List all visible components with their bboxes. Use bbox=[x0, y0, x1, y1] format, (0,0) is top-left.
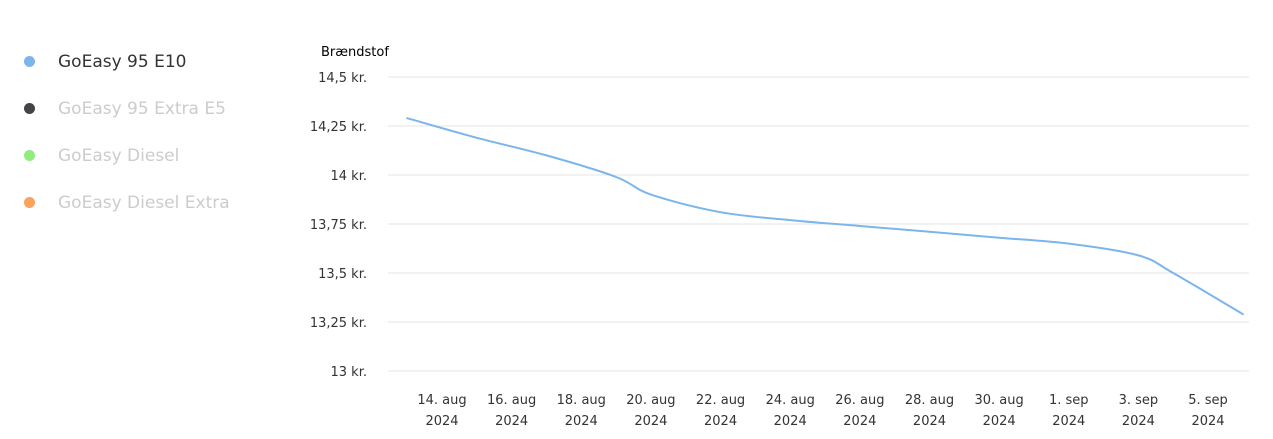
legend-dot-icon bbox=[24, 197, 35, 208]
x-tick-label: 14. aug bbox=[417, 393, 466, 408]
x-tick-year-label: 2024 bbox=[634, 414, 667, 429]
legend-item-goeasy-95-extra-e5[interactable]: GoEasy 95 Extra E5 bbox=[24, 85, 284, 132]
x-tick-label: 22. aug bbox=[696, 393, 745, 408]
y-tick-label: 13 kr. bbox=[331, 365, 368, 380]
y-tick-label: 13,5 kr. bbox=[318, 267, 367, 282]
x-tick-year-label: 2024 bbox=[1052, 414, 1085, 429]
y-tick-label: 13,75 kr. bbox=[310, 218, 367, 233]
x-tick-year-label: 2024 bbox=[704, 414, 737, 429]
x-axis: 14. aug 2024 16. aug 2024 18. aug 2024 20. aug… bbox=[417, 393, 1227, 429]
x-tick-label: 28. aug bbox=[905, 393, 954, 408]
x-tick-year-label: 2024 bbox=[983, 414, 1016, 429]
gridlines bbox=[388, 76, 1249, 372]
legend-item-goeasy-95-e10[interactable]: GoEasy 95 E10 bbox=[24, 38, 284, 85]
legend-item-goeasy-diesel-extra[interactable]: GoEasy Diesel Extra bbox=[24, 179, 284, 226]
x-tick-label: 5. sep bbox=[1188, 393, 1228, 408]
series-line-goeasy-95-e10[interactable] bbox=[406, 117, 1244, 316]
y-axis: 13 kr. 13,25 kr. 13,5 kr. 13,75 kr. 14 kr. 14… bbox=[310, 71, 367, 380]
x-tick-label: 20. aug bbox=[626, 393, 675, 408]
legend-dot-icon bbox=[24, 150, 35, 161]
x-tick-label: 30. aug bbox=[974, 393, 1023, 408]
x-tick-label: 16. aug bbox=[487, 393, 536, 408]
y-axis-title: Brændstof bbox=[321, 45, 389, 60]
x-tick-year-label: 2024 bbox=[843, 414, 876, 429]
x-tick-label: 24. aug bbox=[766, 393, 815, 408]
legend-label: GoEasy Diesel bbox=[58, 145, 180, 166]
x-tick-year-label: 2024 bbox=[913, 414, 946, 429]
series-layer bbox=[406, 117, 1244, 316]
chart-legend: GoEasy 95 E10 GoEasy 95 Extra E5 GoEasy … bbox=[24, 38, 284, 226]
y-tick-label: 14,25 kr. bbox=[310, 120, 367, 135]
y-tick-label: 14 kr. bbox=[331, 169, 368, 184]
y-tick-label: 13,25 kr. bbox=[310, 316, 367, 331]
x-tick-year-label: 2024 bbox=[1191, 414, 1224, 429]
x-tick-year-label: 2024 bbox=[425, 414, 458, 429]
x-tick-year-label: 2024 bbox=[774, 414, 807, 429]
x-tick-year-label: 2024 bbox=[1122, 414, 1155, 429]
legend-dot-icon bbox=[24, 56, 35, 67]
y-tick-label: 14,5 kr. bbox=[318, 71, 367, 86]
x-tick-label: 26. aug bbox=[835, 393, 884, 408]
legend-dot-icon bbox=[24, 103, 35, 114]
x-tick-year-label: 2024 bbox=[495, 414, 528, 429]
x-tick-label: 1. sep bbox=[1049, 393, 1089, 408]
x-tick-label: 3. sep bbox=[1119, 393, 1159, 408]
legend-label: GoEasy Diesel Extra bbox=[58, 192, 230, 213]
legend-label: GoEasy 95 E10 bbox=[58, 51, 187, 72]
x-tick-year-label: 2024 bbox=[565, 414, 598, 429]
x-tick-label: 18. aug bbox=[557, 393, 606, 408]
legend-label: GoEasy 95 Extra E5 bbox=[58, 98, 226, 119]
legend-item-goeasy-diesel[interactable]: GoEasy Diesel bbox=[24, 132, 284, 179]
